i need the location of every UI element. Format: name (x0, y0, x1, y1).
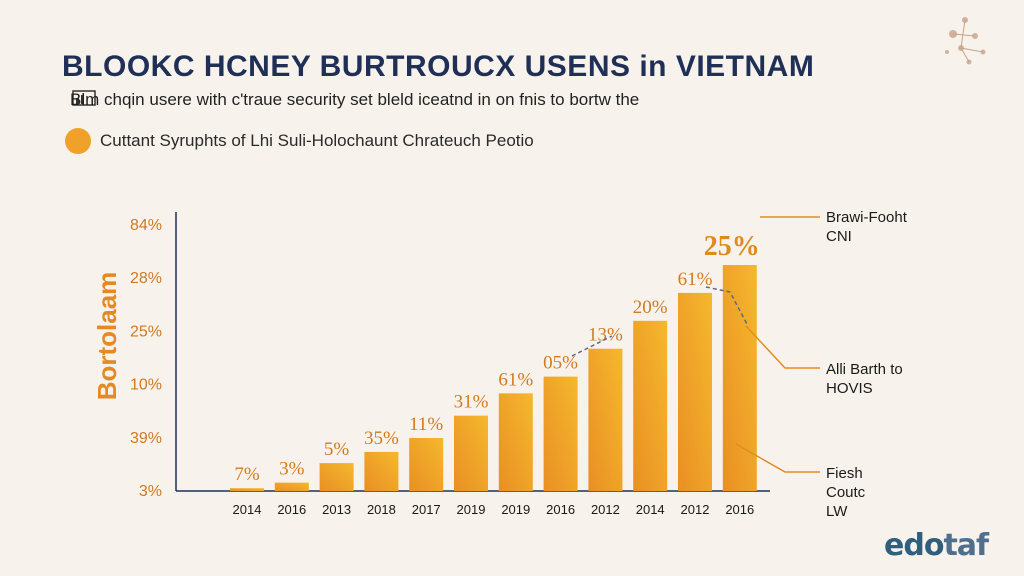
x-tick-label: 2016 (277, 502, 306, 517)
x-tick-label: 2012 (681, 502, 710, 517)
x-tick-label: 2019 (457, 502, 486, 517)
bar (543, 376, 578, 491)
x-tick-label: 2016 (546, 502, 575, 517)
x-tick-label: 2014 (636, 502, 665, 517)
bar (498, 393, 533, 491)
annotation-text: Coutc (826, 484, 866, 501)
data-label: 11% (409, 414, 443, 435)
bar (274, 482, 309, 491)
data-label: 31% (454, 392, 489, 413)
x-tick-label: 2018 (367, 502, 396, 517)
x-tick-label: 2017 (412, 502, 441, 517)
bar (230, 488, 264, 491)
chart-subtitle: Blm chqin usere with c'traue security se… (70, 90, 640, 109)
data-label: 13% (588, 325, 623, 346)
legend-swatch (65, 128, 91, 154)
y-axis-title: Bortolaam (92, 272, 122, 401)
data-label: 3% (279, 459, 305, 480)
annotation-connector (745, 325, 820, 369)
x-tick-label: 2012 (591, 502, 620, 517)
bar (364, 451, 399, 491)
bar (588, 348, 623, 491)
x-tick-label: 2013 (322, 502, 351, 517)
legend-label: Cuttant Syruphts of Lhi Suli-Holochaunt … (100, 131, 534, 150)
x-tick-label: 2014 (233, 502, 262, 517)
annotation-connector (735, 443, 820, 473)
data-label: 05% (543, 353, 578, 374)
trend-arrow (705, 286, 749, 327)
annotation-text: Fiesh (826, 465, 863, 482)
bar (319, 463, 354, 491)
annotation-text: HOVIS (826, 380, 873, 397)
data-label: 20% (633, 297, 668, 318)
data-label: 61% (678, 269, 713, 290)
x-tick-label: 2019 (501, 502, 530, 517)
data-label: 25% (704, 231, 760, 262)
x-tick-label: 2016 (725, 502, 754, 517)
bar (409, 437, 444, 491)
trend-arrow (571, 335, 613, 357)
bar (454, 415, 488, 491)
chart-title: BLOOKC HCNEY BURTROUCX USENS in VIETNAM (62, 50, 815, 83)
y-tick-label: 10% (130, 377, 162, 394)
data-label: 5% (324, 439, 350, 460)
annotation-text: Brawi-Fooht (826, 209, 908, 226)
data-label: 7% (234, 464, 260, 485)
y-tick-label: 84% (130, 217, 162, 234)
y-tick-label: 25% (130, 323, 162, 340)
brand-logo: edotaf (884, 528, 989, 563)
y-tick-label: 3% (139, 483, 162, 500)
y-tick-label: 39% (130, 430, 162, 447)
annotation-text: Alli Barth to (826, 361, 903, 378)
decorative-branch-icon (945, 17, 986, 65)
bar (678, 292, 712, 491)
data-label: 61% (498, 369, 533, 390)
data-label: 35% (364, 428, 399, 449)
logo-main-text: edo (884, 528, 944, 563)
annotation-text: CNI (826, 228, 852, 245)
annotation-text: LW (826, 503, 848, 520)
y-tick-label: 28% (130, 270, 162, 287)
bar (722, 265, 757, 491)
logo-accent-text: taf (943, 528, 989, 563)
bar (633, 320, 668, 491)
chart-icon (72, 90, 96, 106)
